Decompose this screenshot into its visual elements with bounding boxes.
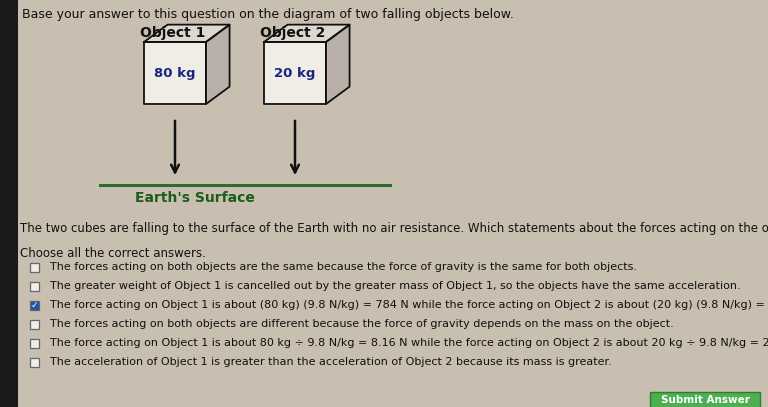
- FancyBboxPatch shape: [30, 263, 39, 272]
- FancyBboxPatch shape: [30, 339, 39, 348]
- Text: The forces acting on both objects are different because the force of gravity dep: The forces acting on both objects are di…: [50, 319, 674, 329]
- FancyBboxPatch shape: [30, 320, 39, 329]
- Text: Object 2: Object 2: [260, 26, 326, 40]
- Polygon shape: [326, 25, 349, 104]
- Polygon shape: [264, 42, 326, 104]
- Text: Submit Answer: Submit Answer: [660, 395, 750, 405]
- Polygon shape: [264, 25, 349, 42]
- Polygon shape: [206, 25, 230, 104]
- FancyBboxPatch shape: [650, 392, 760, 407]
- Text: Choose all the correct answers.: Choose all the correct answers.: [20, 247, 206, 260]
- Text: The greater weight of Object 1 is cancelled out by the greater mass of Object 1,: The greater weight of Object 1 is cancel…: [50, 281, 740, 291]
- Polygon shape: [144, 25, 230, 42]
- Text: The two cubes are falling to the surface of the Earth with no air resistance. Wh: The two cubes are falling to the surface…: [20, 222, 768, 235]
- FancyBboxPatch shape: [30, 301, 39, 310]
- Text: The force acting on Object 1 is about 80 kg ÷ 9.8 N/kg = 8.16 N while the force : The force acting on Object 1 is about 80…: [50, 338, 768, 348]
- Text: Earth's Surface: Earth's Surface: [135, 191, 255, 205]
- Text: Object 1: Object 1: [141, 26, 206, 40]
- Text: 20 kg: 20 kg: [274, 66, 316, 79]
- Text: The force acting on Object 1 is about (80 kg) (9.8 N/kg) = 784 N while the force: The force acting on Object 1 is about (8…: [50, 300, 768, 310]
- Text: The forces acting on both objects are the same because the force of gravity is t: The forces acting on both objects are th…: [50, 262, 637, 272]
- Text: 80 kg: 80 kg: [154, 66, 196, 79]
- FancyBboxPatch shape: [30, 358, 39, 367]
- Text: ✓: ✓: [31, 301, 38, 310]
- Text: The acceleration of Object 1 is greater than the acceleration of Object 2 becaus: The acceleration of Object 1 is greater …: [50, 357, 612, 367]
- Text: Base your answer to this question on the diagram of two falling objects below.: Base your answer to this question on the…: [22, 8, 514, 21]
- Polygon shape: [144, 42, 206, 104]
- Bar: [0, 0, 18, 407]
- FancyBboxPatch shape: [30, 282, 39, 291]
